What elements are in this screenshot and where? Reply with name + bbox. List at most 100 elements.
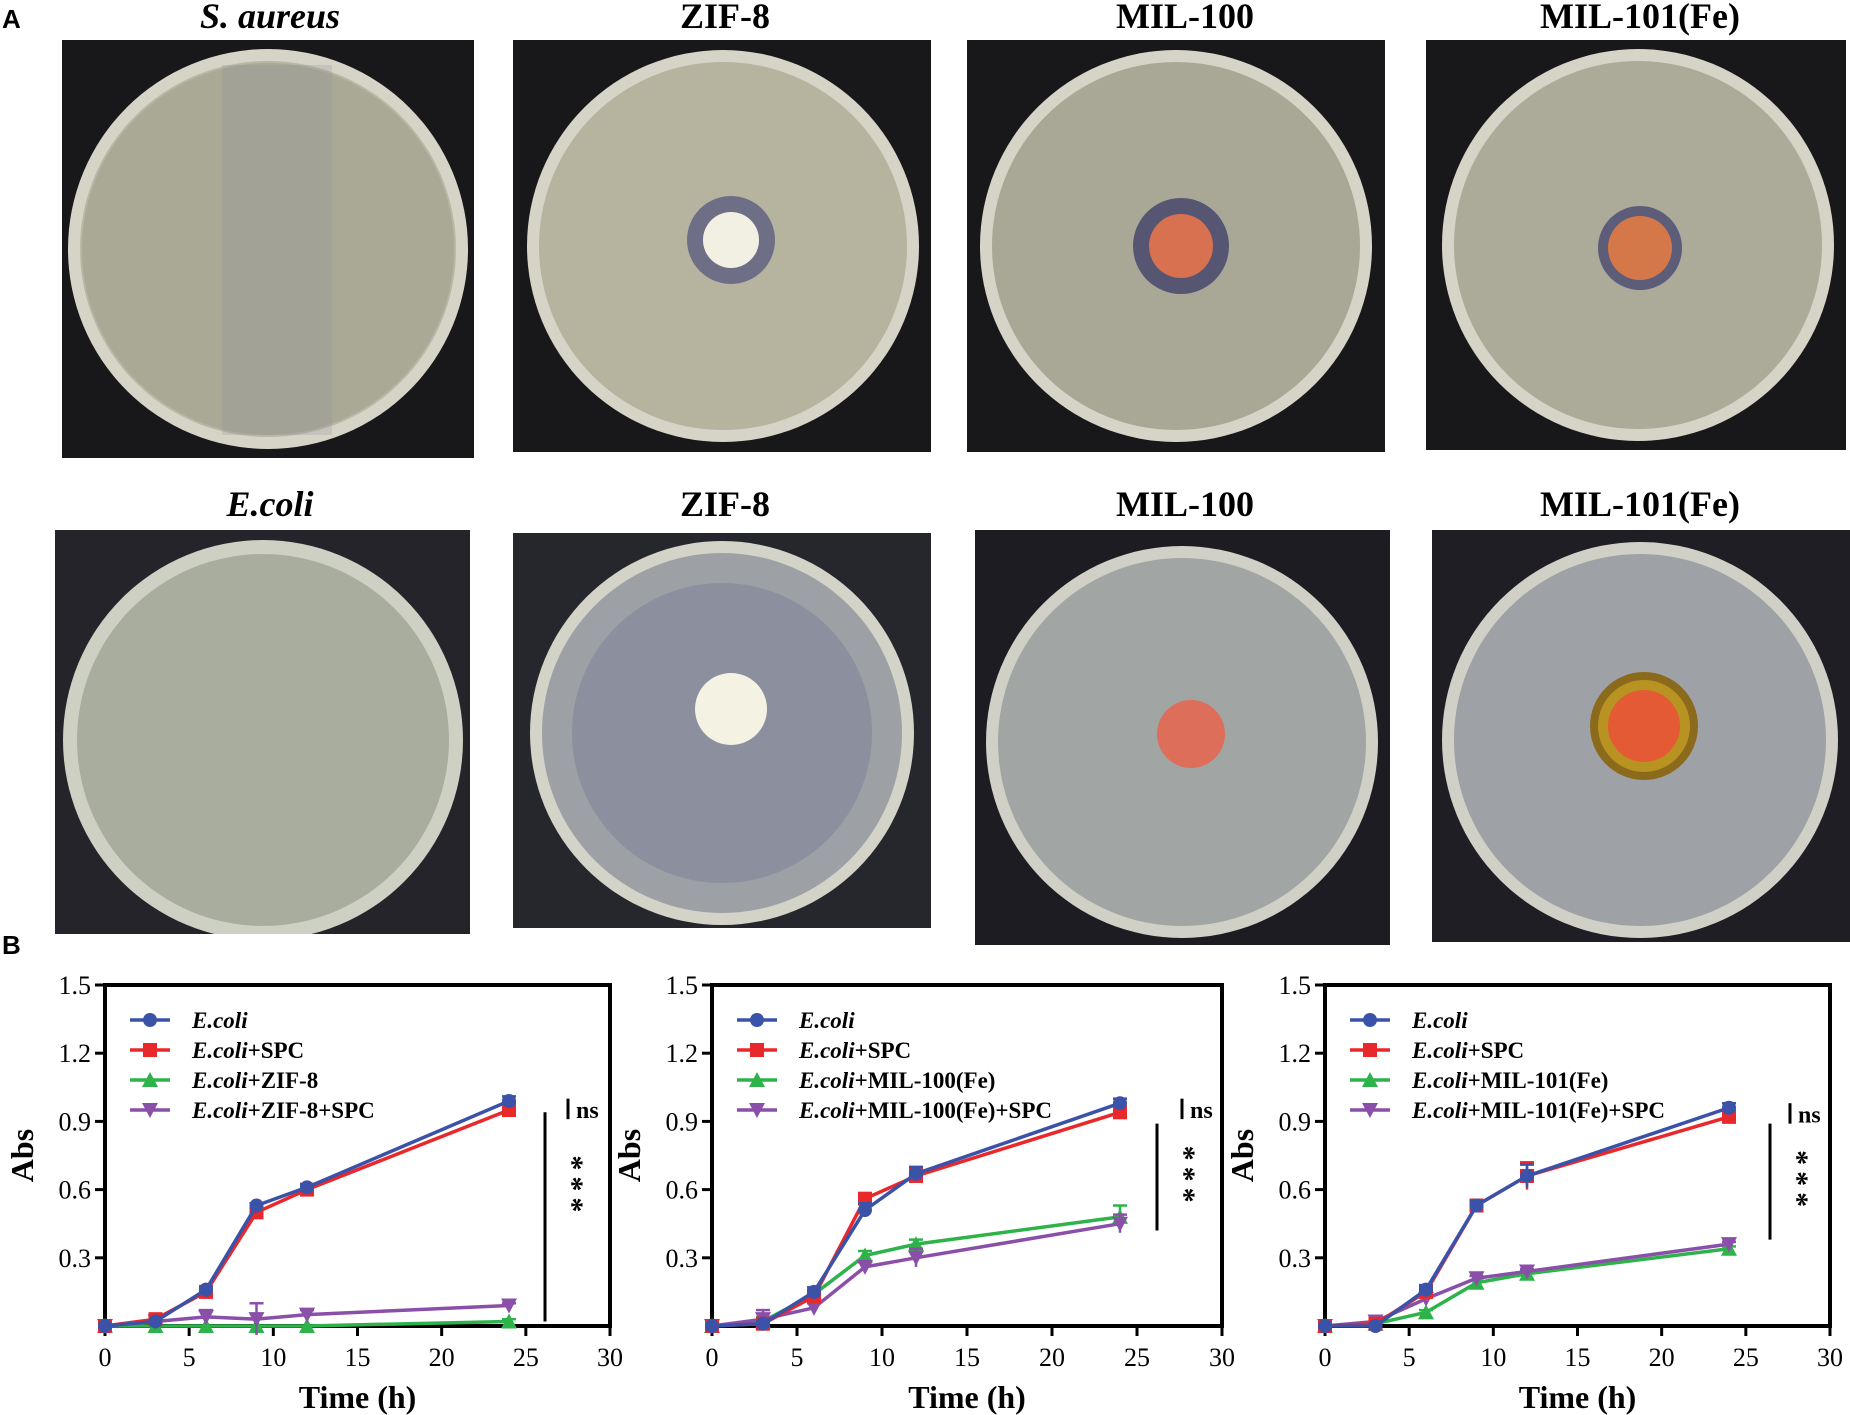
chart-2: 0 5 10 15 20 25 30 0.3 0.6 0.9 1.2 1.5 Time (h) Abs E.…: [611, 971, 1235, 1415]
y-tick-label: 0.3: [666, 1244, 699, 1273]
legend-entry-rest: +MIL-100(Fe): [855, 1068, 996, 1093]
data-point: [807, 1284, 821, 1299]
x-tick-label: 15: [1565, 1343, 1591, 1372]
data-point: [198, 1318, 214, 1333]
legend-entry: E.coli+SPC: [191, 1038, 304, 1063]
petri-dish-photo-ecoli: [55, 530, 470, 934]
series-e-coli: [705, 1096, 1127, 1333]
legend-entry-rest: +MIL-101(Fe)+SPC: [1468, 1098, 1665, 1123]
ns-label: ns: [576, 1098, 599, 1124]
legend-entry: E.coli: [191, 1008, 248, 1033]
series-e-coli: [1318, 1100, 1736, 1333]
data-point: [1519, 1264, 1535, 1280]
series-e-coli-mil-100-fe-spc: [704, 1213, 1128, 1334]
data-point: [98, 1319, 112, 1333]
data-point: [501, 1298, 517, 1314]
x-tick-label: 15: [954, 1343, 980, 1372]
data-point: [756, 1316, 770, 1331]
series-line: [711, 1101, 1121, 1328]
x-tick-label: 30: [1817, 1343, 1843, 1372]
series-e-coli-spc: [1318, 1108, 1736, 1333]
series-line: [1324, 1115, 1730, 1328]
data-point: [857, 1247, 873, 1263]
y-tick-label: 0.9: [1279, 1107, 1312, 1136]
legend-entry: E.coli+MIL-101(Fe): [1411, 1068, 1608, 1093]
data-point: [806, 1300, 822, 1316]
plate-title-zif8-row2: ZIF-8: [680, 484, 770, 524]
series-line: [1325, 1106, 1730, 1328]
legend-entry: E.coli: [1411, 1008, 1468, 1033]
petri-dish-photo-mil100-s-aureus: [967, 40, 1385, 452]
data-point: [1419, 1282, 1433, 1297]
data-point: [143, 1043, 157, 1057]
data-point: [1418, 1304, 1434, 1320]
x-tick-label: 5: [1403, 1343, 1416, 1372]
y-tick-label: 1.2: [1279, 1039, 1312, 1068]
x-tick-label: 20: [1649, 1343, 1675, 1372]
y-tick-label: 0.9: [666, 1107, 699, 1136]
legend-entry: E.coli+SPC: [798, 1038, 911, 1063]
x-tick-label: 5: [183, 1343, 196, 1372]
x-tick-label: 25: [513, 1343, 539, 1372]
petri-dish-photo-zif8-ecoli: [513, 533, 931, 928]
legend-entry-rest: +SPC: [855, 1038, 912, 1063]
legend-entry-rest: +MIL-101(Fe): [1468, 1068, 1609, 1093]
significance-stars: ***: [1781, 1150, 1814, 1213]
legend-entry: E.coli: [798, 1008, 855, 1033]
legend-entry-italic: E.coli: [1411, 1008, 1468, 1033]
legend-entry-italic: E.coli: [1411, 1038, 1468, 1063]
x-tick-label: 30: [597, 1343, 623, 1372]
legend-entry: E.coli+ZIF-8: [191, 1068, 318, 1093]
petri-dish-photo-s-aureus: [62, 40, 474, 458]
ns-label: ns: [1190, 1098, 1213, 1124]
x-tick-label: 15: [345, 1343, 371, 1372]
legend-entry-rest: +MIL-100(Fe)+SPC: [855, 1098, 1052, 1123]
x-axis-label: Time (h): [1519, 1379, 1637, 1415]
data-point: [248, 1312, 265, 1328]
legend-entry: E.coli+MIL-100(Fe): [798, 1068, 995, 1093]
chart-1: 0 5 10 15 20 25 30 0.3 0.6 0.9 1.2 1.5 Time (h) Abs E.…: [4, 971, 623, 1415]
legend-entry-italic: E.coli: [1411, 1098, 1468, 1123]
legend-entry: E.coli+MIL-100(Fe)+SPC: [798, 1098, 1052, 1123]
x-tick-label: 10: [869, 1343, 895, 1372]
legend-entry-rest: +ZIF-8+SPC: [248, 1098, 375, 1123]
plate-title-mil101-row2: MIL-101(Fe): [1540, 484, 1740, 524]
plate-title-mil100-row2: MIL-100: [1116, 484, 1254, 524]
data-point: [142, 1103, 158, 1118]
series-e-coli-spc: [98, 1101, 516, 1333]
y-tick-label: 1.5: [666, 971, 699, 1000]
legend-entry-rest: +SPC: [248, 1038, 305, 1063]
plate-title-s-aureus: S. aureus: [199, 0, 341, 36]
plot-frame: [103, 983, 612, 1328]
y-axis-label: Abs: [1224, 1129, 1260, 1182]
series-line: [104, 1099, 510, 1328]
y-tick-label: 1.2: [666, 1039, 699, 1068]
y-tick-label: 0.6: [59, 1176, 92, 1205]
x-tick-label: 10: [260, 1343, 286, 1372]
x-tick-label: 20: [429, 1343, 455, 1372]
y-axis-label: Abs: [4, 1129, 40, 1182]
x-axis-label: Time (h): [299, 1379, 417, 1415]
legend-entry-italic: E.coli: [798, 1038, 855, 1063]
data-point: [1362, 1103, 1378, 1118]
data-point: [749, 1103, 765, 1118]
legend-entry-italic: E.coli: [798, 1008, 855, 1033]
legend-entry-rest: +SPC: [1468, 1038, 1525, 1063]
legend-entry-italic: E.coli: [798, 1098, 855, 1123]
y-tick-label: 1.5: [59, 971, 92, 1000]
x-axis-label: Time (h): [908, 1379, 1026, 1415]
data-point: [909, 1166, 923, 1181]
plate-title-mil101-row1: MIL-101(Fe): [1540, 0, 1740, 36]
data-point: [750, 1043, 764, 1057]
x-tick-label: 0: [99, 1343, 112, 1372]
plate-title-zif8-row1: ZIF-8: [680, 0, 770, 36]
petri-dish-photo-mil101-ecoli: [1432, 530, 1850, 942]
y-tick-label: 1.5: [1279, 971, 1312, 1000]
series-line: [1324, 1246, 1730, 1328]
data-point: [908, 1250, 924, 1266]
y-tick-label: 0.6: [1279, 1176, 1312, 1205]
x-tick-label: 30: [1209, 1343, 1235, 1372]
data-point: [1468, 1271, 1485, 1287]
petri-dish-photo-mil101-s-aureus: [1426, 40, 1846, 450]
x-tick-label: 25: [1733, 1343, 1759, 1372]
